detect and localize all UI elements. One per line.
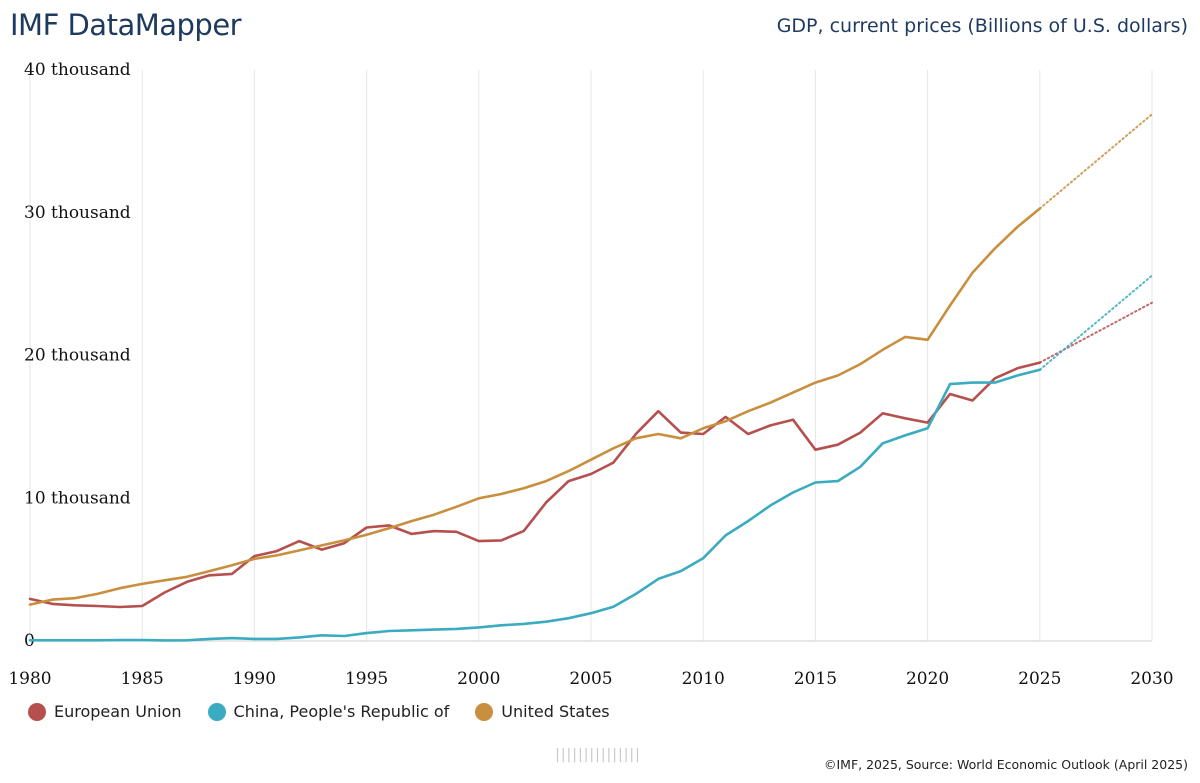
x-tick-label-2005: 2005	[569, 669, 612, 689]
x-tick-label-2025: 2025	[1018, 669, 1061, 689]
series-line-european-union	[28, 361, 1042, 609]
x-tick-label-1995: 1995	[345, 669, 388, 689]
legend-swatch-european-union	[28, 702, 46, 721]
legend-label-united-states: United States	[501, 702, 610, 721]
x-tick-label-2015: 2015	[794, 669, 837, 689]
legend-item-united-states[interactable]: United States	[475, 702, 610, 721]
indicator-title: GDP, current prices (Billions of U.S. do…	[776, 15, 1188, 37]
legend-item-european-union[interactable]: European Union	[28, 702, 182, 721]
watermark: |||||||||||||||	[555, 747, 641, 763]
app-title: IMF DataMapper	[10, 8, 242, 42]
y-tick-label-30000: 30 thousand	[24, 203, 131, 223]
series-projection-european-union	[1038, 301, 1153, 364]
x-tick-label-1985: 1985	[121, 669, 164, 689]
x-tick-label-1990: 1990	[233, 669, 276, 689]
y-tick-label-20000: 20 thousand	[24, 346, 131, 366]
legend-item-china[interactable]: China, People's Republic of	[207, 702, 450, 721]
x-axis-ticks: 1980 1985 1990 1995 2000 2005 2010 2015 2020 2025…	[8, 669, 1173, 689]
x-tick-label-2020: 2020	[906, 669, 949, 689]
series-projection-china-people-s-republic-of	[1038, 274, 1153, 371]
legend-swatch-china	[207, 702, 226, 721]
vertical-gridlines	[29, 70, 1153, 642]
y-tick-label-40000: 40 thousand	[24, 60, 131, 80]
y-tick-label-10000: 10 thousand	[24, 488, 131, 508]
legend: European Union China, People's Republic …	[28, 702, 610, 721]
x-tick-label-2030: 2030	[1130, 669, 1173, 689]
x-tick-label-2000: 2000	[457, 669, 500, 689]
x-tick-label-1980: 1980	[8, 669, 51, 689]
series-lines	[28, 113, 1153, 642]
legend-label-european-union: European Union	[54, 702, 182, 721]
x-tick-label-2010: 2010	[682, 669, 725, 689]
legend-swatch-united-states	[475, 702, 494, 721]
series-line-united-states	[28, 207, 1042, 606]
legend-label-china: China, People's Republic of	[233, 702, 450, 721]
footer-credit: ©IMF, 2025, Source: World Economic Outlo…	[823, 757, 1188, 772]
series-projection-united-states	[1038, 113, 1153, 210]
series-line-china-people-s-republic-of	[28, 368, 1042, 642]
